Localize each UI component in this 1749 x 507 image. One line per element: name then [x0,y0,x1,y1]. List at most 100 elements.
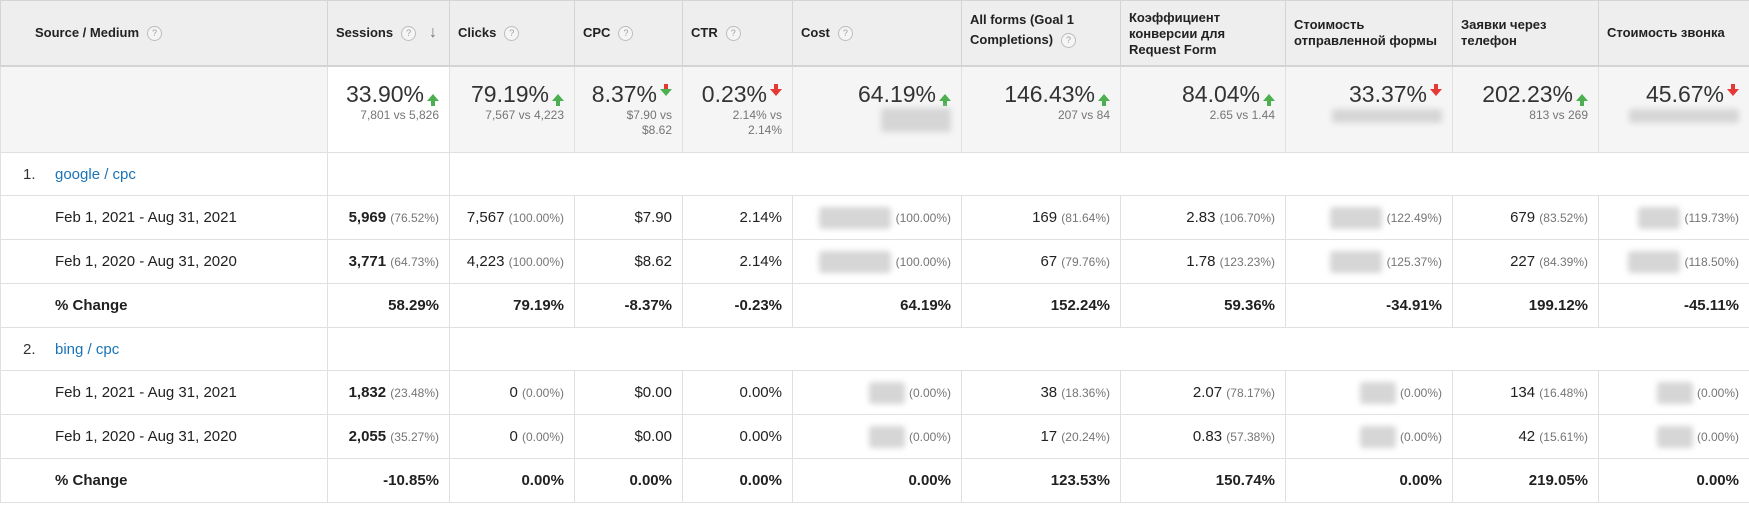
cell-sessions: 1,832 (23.48%) [327,370,450,415]
group-spacer [449,327,1749,371]
group-link[interactable]: google / cpc [55,165,136,183]
col-label: Cost [801,25,830,40]
summary-pct: 45.67% [1645,81,1724,107]
cell-sessions: 58.29% [327,283,450,328]
summary-pct: 146.43% [1004,81,1095,107]
help-icon[interactable]: ? [1061,33,1077,49]
cell-conversion: 2.83 (106.70%) [1120,195,1286,240]
col-all-forms[interactable]: All forms (Goal 1 Completions)? [961,0,1121,67]
col-label: Коэффициент конверсии для Request Form [1129,10,1226,57]
row-date-range: Feb 1, 2020 - Aug 31, 2020 [0,414,328,459]
col-ctr[interactable]: CTR? [682,0,793,67]
table-row: Feb 1, 2020 - Aug 31, 2020 2,055 (35.27%… [0,414,1749,459]
col-label: Sessions [336,25,394,40]
cell-clicks: 0 (0.00%) [449,370,575,415]
summary-pct: 33.90% [345,81,424,107]
col-phone-leads[interactable]: Заявки через телефон [1452,0,1599,67]
cell-cost: 64.19% [792,283,962,328]
cell-cpc: $8.62 [574,239,683,284]
redacted-value [1656,381,1693,404]
cell-cost-per-call: (118.50%) [1598,239,1749,284]
cell-sessions: 5,969 (76.52%) [327,195,450,240]
summary-row: 33.90% 7,801 vs 5,826 79.19% 7,567 vs 4,22… [0,65,1749,153]
col-label: Стоимость отправленной формы [1294,17,1438,48]
table-row: Feb 1, 2021 - Aug 31, 2021 1,832 (23.48%… [0,370,1749,415]
group-index: 1. [23,165,36,183]
col-cpc[interactable]: CPC? [574,0,683,67]
header-row: Source / Medium? Sessions? ↓ Clicks? CPC?… [0,0,1749,67]
row-change-label: % Change [0,458,328,503]
help-icon[interactable]: ? [401,26,417,42]
sort-desc-icon[interactable]: ↓ [429,24,437,41]
help-icon[interactable]: ? [504,26,520,42]
col-conversion-rate[interactable]: Коэффициент конверсии для Request Form [1120,0,1286,67]
summary-cost-per-call: 45.67% [1598,65,1749,153]
summary-pct: 84.04% [1181,81,1260,107]
summary-pct: 33.37% [1348,81,1427,107]
col-cost-per-form[interactable]: Стоимость отправленной формы [1285,0,1453,67]
summary-pct: 0.23% [701,81,767,107]
redacted-value [819,250,892,273]
row-date-range: Feb 1, 2021 - Aug 31, 2021 [0,370,328,415]
cell-clicks: 4,223 (100.00%) [449,239,575,284]
col-cost-per-call[interactable]: Стоимость звонка [1598,0,1749,67]
cell-sessions: 3,771 (64.73%) [327,239,450,284]
arrow-up-icon [1263,94,1275,106]
cell-conversion: 0.83 (57.38%) [1120,414,1286,459]
arrow-down-icon [1430,84,1442,96]
arrow-up-icon [939,94,951,106]
summary-cost-per-form: 33.37% [1285,65,1453,153]
col-cost[interactable]: Cost? [792,0,962,67]
cell-forms: 169 (81.64%) [961,195,1121,240]
col-source-medium[interactable]: Source / Medium? [0,0,328,67]
arrow-down-icon [1727,84,1739,96]
cell-cost-per-form: (122.49%) [1285,195,1453,240]
summary-pct: 64.19% [857,81,936,107]
cell-ctr: 0.00% [682,370,793,415]
cell-phone: 42 (15.61%) [1452,414,1599,459]
redacted-value [1332,108,1442,123]
col-sessions[interactable]: Sessions? ↓ [327,0,450,67]
cell-forms: 17 (20.24%) [961,414,1121,459]
cell-cost-per-form: (125.37%) [1285,239,1453,284]
cell-sessions: 2,055 (35.27%) [327,414,450,459]
cell-sessions: -10.85% [327,458,450,503]
help-icon[interactable]: ? [618,26,634,42]
cell-cpc: $0.00 [574,370,683,415]
group-row: 1. google / cpc [0,152,1749,196]
summary-pct: 79.19% [470,81,549,107]
group-sessions-cell [327,152,450,196]
arrow-down-icon [770,84,782,96]
cell-cpc: $7.90 [574,195,683,240]
cell-cost-per-call: (119.73%) [1598,195,1749,240]
help-icon[interactable]: ? [725,26,741,42]
redacted-value [819,206,892,229]
redacted-value [1628,250,1681,273]
summary-compare: 7,801 vs 5,826 [360,108,439,122]
col-label: Clicks [458,25,497,40]
group-index: 2. [23,340,36,358]
redacted-value [1656,425,1693,448]
col-clicks[interactable]: Clicks? [449,0,575,67]
cell-cost-per-call: -45.11% [1598,283,1749,328]
group-link[interactable]: bing / cpc [55,340,120,358]
cell-cost: (0.00%) [792,414,962,459]
col-label: Source / Medium [35,25,140,40]
cell-forms: 38 (18.36%) [961,370,1121,415]
cell-phone: 227 (84.39%) [1452,239,1599,284]
help-icon[interactable]: ? [147,26,163,42]
cell-ctr: 2.14% [682,195,793,240]
arrow-up-icon [552,94,564,106]
help-icon[interactable]: ? [837,26,853,42]
summary-pct: 202.23% [1482,81,1573,107]
change-row: % Change -10.85% 0.00% 0.00% 0.00% 0.00%… [0,458,1749,503]
cell-forms: 123.53% [961,458,1121,503]
cell-cost: 0.00% [792,458,962,503]
cell-ctr: 0.00% [682,414,793,459]
cell-cost-per-call: (0.00%) [1598,414,1749,459]
cell-cost-per-form: 0.00% [1285,458,1453,503]
group-row: 2. bing / cpc [0,327,1749,371]
cell-ctr: 2.14% [682,239,793,284]
cell-phone: 134 (16.48%) [1452,370,1599,415]
summary-empty [0,65,328,153]
